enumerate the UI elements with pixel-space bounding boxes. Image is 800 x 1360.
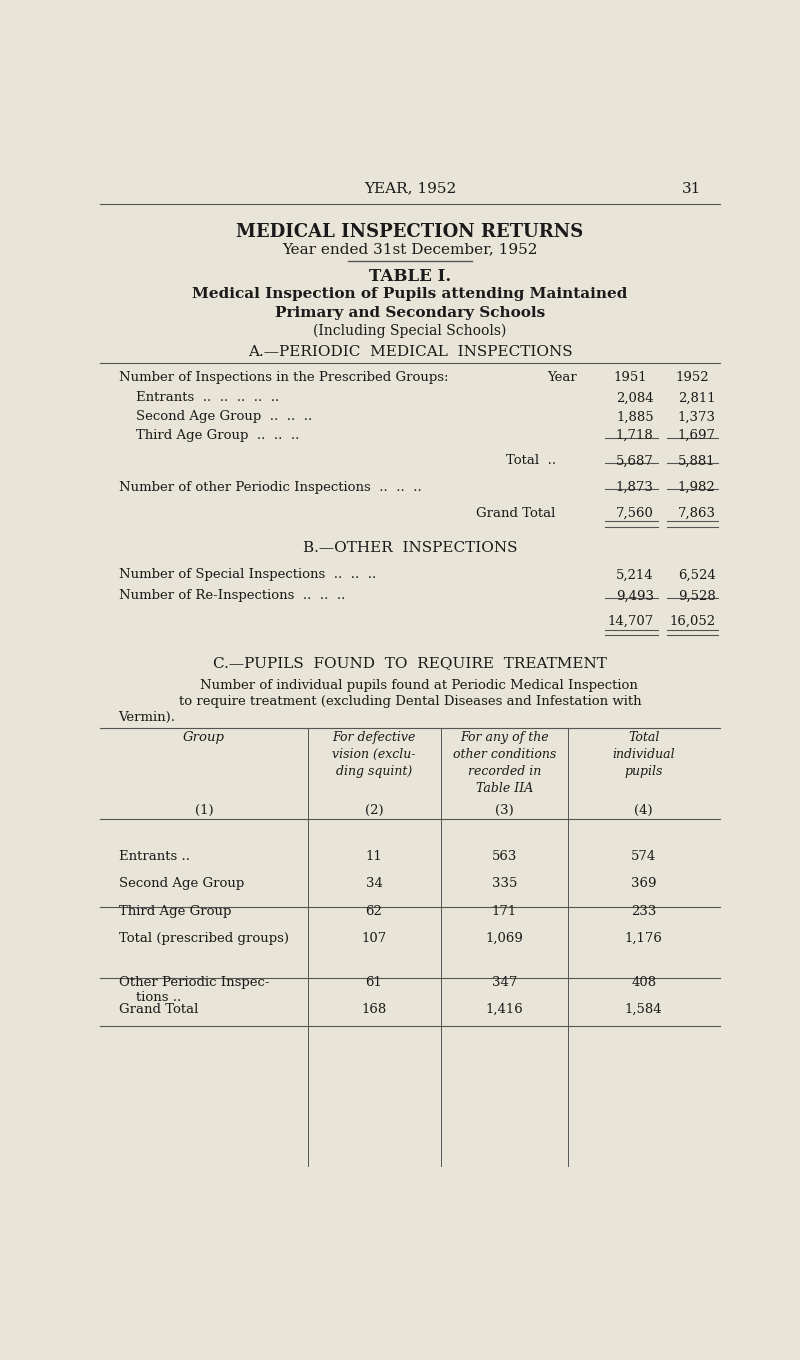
Text: 34: 34 [366,877,382,891]
Text: Second Age Group  ..  ..  ..: Second Age Group .. .. .. [118,411,312,423]
Text: 574: 574 [631,850,656,864]
Text: Entrants  ..  ..  ..  ..  ..: Entrants .. .. .. .. .. [118,392,279,404]
Text: 1,584: 1,584 [625,1004,662,1016]
Text: Third Age Group: Third Age Group [118,904,231,918]
Text: 233: 233 [631,904,657,918]
Text: For any of the
other conditions
recorded in
Table IIA: For any of the other conditions recorded… [453,730,556,794]
Text: 7,863: 7,863 [678,507,716,520]
Text: to require treatment (excluding Dental Diseases and Infestation with: to require treatment (excluding Dental D… [178,695,642,709]
Text: 11: 11 [366,850,382,864]
Text: 62: 62 [366,904,382,918]
Text: Vermin).: Vermin). [118,711,176,724]
Text: (2): (2) [365,804,383,817]
Text: 2,811: 2,811 [678,392,716,404]
Text: 16,052: 16,052 [670,615,716,627]
Text: Number of Special Inspections  ..  ..  ..: Number of Special Inspections .. .. .. [118,568,376,582]
Text: 5,214: 5,214 [616,568,654,582]
Text: 1,885: 1,885 [616,411,654,423]
Text: 1952: 1952 [675,370,709,384]
Text: 1,697: 1,697 [678,430,716,442]
Text: Entrants ..: Entrants .. [118,850,190,864]
Text: YEAR, 1952: YEAR, 1952 [364,182,456,196]
Text: Medical Inspection of Pupils attending Maintained: Medical Inspection of Pupils attending M… [192,287,628,301]
Text: 5,881: 5,881 [678,454,716,468]
Text: Year: Year [547,370,577,384]
Text: MEDICAL INSPECTION RETURNS: MEDICAL INSPECTION RETURNS [236,223,584,241]
Text: Group: Group [183,730,225,744]
Text: A.—PERIODIC  MEDICAL  INSPECTIONS: A.—PERIODIC MEDICAL INSPECTIONS [248,345,572,359]
Text: C.—PUPILS  FOUND  TO  REQUIRE  TREATMENT: C.—PUPILS FOUND TO REQUIRE TREATMENT [213,657,607,670]
Text: 61: 61 [366,976,382,989]
Text: For defective
vision (exclu-
ding squint): For defective vision (exclu- ding squint… [332,730,416,778]
Text: Total  ..: Total .. [506,454,556,468]
Text: B.—OTHER  INSPECTIONS: B.—OTHER INSPECTIONS [302,541,518,555]
Text: Year ended 31st December, 1952: Year ended 31st December, 1952 [282,243,538,257]
Text: Primary and Secondary Schools: Primary and Secondary Schools [275,306,545,320]
Text: 1,416: 1,416 [486,1004,523,1016]
Text: 5,687: 5,687 [616,454,654,468]
Text: 6,524: 6,524 [678,568,716,582]
Text: 1,069: 1,069 [486,932,523,945]
Text: TABLE I.: TABLE I. [369,268,451,286]
Text: 1,176: 1,176 [625,932,662,945]
Text: (4): (4) [634,804,653,817]
Text: 1,873: 1,873 [616,480,654,494]
Text: (3): (3) [495,804,514,817]
Text: Number of individual pupils found at Periodic Medical Inspection: Number of individual pupils found at Per… [182,680,638,692]
Text: 2,084: 2,084 [616,392,654,404]
Text: Number of other Periodic Inspections  ..  ..  ..: Number of other Periodic Inspections .. … [118,480,422,494]
Text: Third Age Group  ..  ..  ..: Third Age Group .. .. .. [118,430,299,442]
Text: Total (prescribed groups): Total (prescribed groups) [118,932,289,945]
Text: 168: 168 [362,1004,386,1016]
Text: 1,373: 1,373 [678,411,716,423]
Text: 7,560: 7,560 [616,507,654,520]
Text: (Including Special Schools): (Including Special Schools) [314,324,506,337]
Text: Other Periodic Inspec-
    tions ..: Other Periodic Inspec- tions .. [118,976,269,1004]
Text: 369: 369 [631,877,657,891]
Text: Second Age Group: Second Age Group [118,877,244,891]
Text: 107: 107 [362,932,386,945]
Text: Grand Total: Grand Total [118,1004,198,1016]
Text: 171: 171 [492,904,517,918]
Text: 563: 563 [491,850,517,864]
Text: 9,528: 9,528 [678,589,716,602]
Text: 347: 347 [491,976,517,989]
Text: (1): (1) [195,804,214,817]
Text: Number of Re-Inspections  ..  ..  ..: Number of Re-Inspections .. .. .. [118,589,345,602]
Text: 1951: 1951 [614,370,647,384]
Text: Grand Total: Grand Total [476,507,556,520]
Text: 9,493: 9,493 [616,589,654,602]
Text: 31: 31 [682,182,702,196]
Text: Number of Inspections in the Prescribed Groups:: Number of Inspections in the Prescribed … [118,370,448,384]
Text: 408: 408 [631,976,656,989]
Text: Total
individual
pupils: Total individual pupils [613,730,675,778]
Text: 1,718: 1,718 [616,430,654,442]
Text: 335: 335 [491,877,517,891]
Text: 1,982: 1,982 [678,480,716,494]
Text: 14,707: 14,707 [607,615,654,627]
